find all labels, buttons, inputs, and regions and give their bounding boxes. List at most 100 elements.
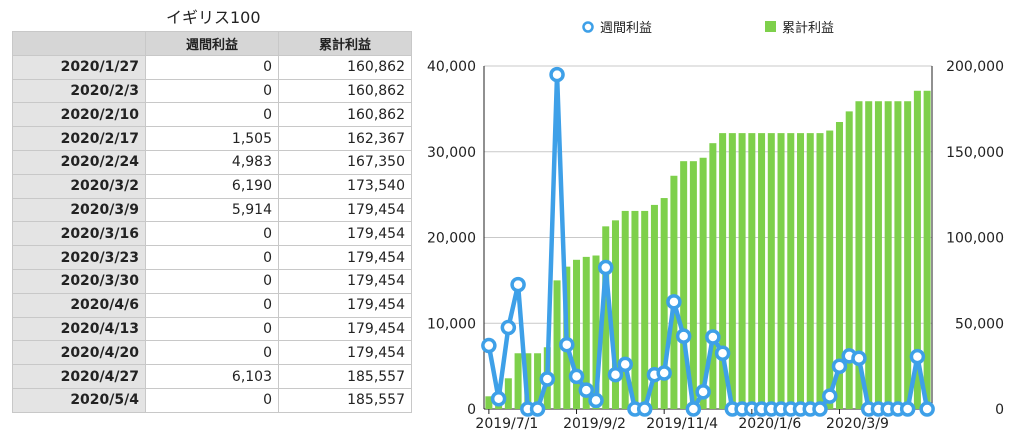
- bar: [923, 90, 931, 409]
- bar-series-cumulative: [485, 90, 931, 410]
- row-weekly-profit: 0: [145, 221, 279, 247]
- row-cumulative-profit: 160,862: [278, 54, 412, 80]
- x-axis-tick-label: 2019/9/2: [563, 416, 626, 432]
- column-header: [12, 31, 146, 56]
- bar: [913, 90, 921, 409]
- table-row: 2020/2/24 4,983 167,350: [12, 149, 412, 175]
- line-point: [568, 368, 585, 385]
- right-axis-tick-label: 150,000: [946, 145, 1004, 161]
- row-cumulative-profit: 179,454: [278, 340, 412, 366]
- line-point: [909, 348, 926, 365]
- line-point: [481, 337, 497, 354]
- bar: [865, 101, 873, 409]
- bar: [758, 133, 766, 409]
- row-date: 2020/2/17: [12, 126, 146, 151]
- row-date: 2020/3/16: [12, 221, 146, 247]
- line-point: [812, 401, 828, 417]
- bar: [787, 133, 795, 409]
- bar: [904, 101, 912, 409]
- bar: [573, 259, 581, 409]
- table-row: 2020/2/17 1,505 162,367: [12, 126, 412, 151]
- line-point: [821, 388, 838, 404]
- line-point: [510, 276, 526, 293]
- table-row: 2020/4/13 0 179,454: [12, 316, 412, 342]
- bar: [621, 210, 629, 409]
- line-point: [899, 401, 916, 417]
- bar: [689, 161, 697, 409]
- row-weekly-profit: 0: [145, 78, 279, 104]
- row-date: 2020/2/10: [12, 102, 146, 128]
- bar: [767, 133, 775, 409]
- row-date: 2020/5/4: [12, 387, 146, 413]
- row-weekly-profit: 0: [145, 102, 279, 128]
- bar: [884, 101, 892, 409]
- line-point: [500, 319, 517, 336]
- row-cumulative-profit: 185,557: [278, 387, 412, 413]
- row-cumulative-profit: 179,454: [278, 197, 412, 223]
- right-axis-tick-label: 200,000: [946, 59, 1004, 75]
- line-series-weekly: [481, 66, 935, 417]
- bar: [582, 256, 590, 409]
- legend-weekly-marker-icon: [582, 21, 594, 33]
- row-date: 2020/1/27: [12, 54, 146, 80]
- bar: [874, 101, 882, 409]
- row-cumulative-profit: 160,862: [278, 102, 412, 128]
- left-axis-ticks: 0 10,000 20,000 30,000 40,000: [427, 59, 476, 418]
- row-cumulative-profit: 185,557: [278, 364, 412, 389]
- x-axis-tick-label: 2019/11/4: [646, 416, 718, 432]
- table-row: 2020/4/20 0 179,454: [12, 340, 412, 366]
- line-point: [831, 358, 848, 375]
- bar: [738, 133, 746, 409]
- table-title: イギリス100: [166, 8, 261, 27]
- line-point: [685, 401, 702, 417]
- row-weekly-profit: 0: [145, 340, 279, 366]
- line-point: [656, 365, 672, 381]
- line-point: [666, 294, 682, 310]
- line-point: [490, 390, 507, 407]
- row-weekly-profit: 6,190: [145, 173, 279, 199]
- bar: [660, 198, 668, 409]
- table-row: 2020/3/2 6,190 173,540: [12, 173, 412, 199]
- left-axis-tick-label: 30,000: [427, 145, 476, 161]
- column-header: 週間利益: [145, 31, 279, 56]
- profit-table: 週間利益 累計利益 2020/1/27 0 160,862 2020/2/3 0 160,8…: [12, 31, 412, 413]
- bar: [816, 133, 824, 409]
- row-cumulative-profit: 173,540: [278, 173, 412, 199]
- bar: [748, 133, 756, 409]
- bar: [719, 133, 727, 409]
- table-row: 2020/3/23 0 179,454: [12, 245, 412, 270]
- left-axis-tick-label: 0: [467, 402, 476, 418]
- bar: [553, 280, 561, 409]
- table-body: 2020/1/27 0 160,862 2020/2/3 0 160,862 2020/2/…: [12, 54, 412, 413]
- line-point: [714, 345, 731, 362]
- bar: [797, 133, 805, 409]
- bar: [894, 101, 902, 409]
- bar: [534, 353, 542, 409]
- line-point: [851, 350, 867, 367]
- bar: [611, 220, 619, 409]
- row-cumulative-profit: 179,454: [278, 245, 412, 270]
- row-date: 2020/3/30: [12, 268, 146, 294]
- bar: [602, 226, 610, 409]
- bar: [631, 210, 639, 409]
- row-date: 2020/2/3: [12, 78, 146, 104]
- right-axis-tick-label: 0: [995, 402, 1004, 418]
- row-cumulative-profit: 179,454: [278, 221, 412, 247]
- row-weekly-profit: 1,505: [145, 126, 279, 151]
- chart-legend: 週間利益 累計利益: [582, 20, 834, 36]
- bar: [777, 133, 785, 409]
- bar: [835, 121, 843, 409]
- row-weekly-profit: 0: [145, 316, 279, 342]
- row-date: 2020/3/2: [12, 173, 146, 199]
- row-cumulative-profit: 179,454: [278, 268, 412, 294]
- legend-cumulative-marker-icon: [765, 21, 776, 32]
- row-date: 2020/3/9: [12, 197, 146, 223]
- line-point: [607, 366, 624, 383]
- row-date: 2020/4/20: [12, 340, 146, 366]
- row-cumulative-profit: 160,862: [278, 78, 412, 104]
- bar: [826, 130, 834, 409]
- line-point: [919, 401, 935, 417]
- line-point: [549, 66, 565, 83]
- row-cumulative-profit: 167,350: [278, 149, 412, 175]
- table-row: 2020/4/6 0 179,454: [12, 292, 412, 318]
